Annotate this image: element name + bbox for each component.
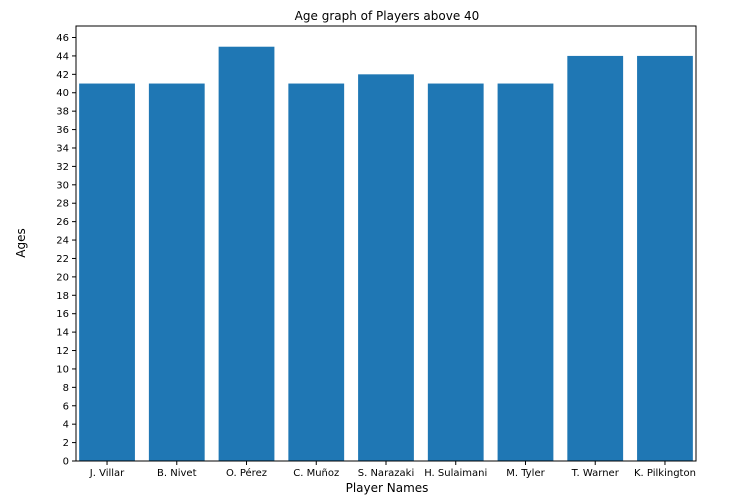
y-tick-label-17: 34: [56, 143, 69, 154]
y-tick-label-20: 40: [56, 88, 69, 99]
y-tick-label-15: 30: [56, 180, 69, 191]
y-tick-label-11: 22: [56, 254, 69, 265]
y-tick-label-2: 4: [63, 420, 69, 431]
x-tick-label-5: H. Sulaimani: [424, 468, 487, 479]
y-tick-label-0: 0: [63, 457, 69, 468]
x-tick-label-1: B. Nivet: [157, 468, 197, 479]
bar-6: [497, 83, 554, 461]
x-tick-label-2: O. Pérez: [226, 467, 267, 479]
y-tick-label-16: 32: [56, 162, 69, 173]
x-axis-label: Player Names: [346, 481, 429, 495]
bar-0: [79, 83, 135, 461]
y-tick-label-19: 38: [56, 107, 69, 118]
y-axis-label: Ages: [14, 228, 28, 257]
bar-5: [427, 83, 484, 461]
bar-8: [637, 55, 693, 462]
y-tick-label-23: 46: [56, 33, 69, 44]
bar-7: [567, 55, 624, 462]
y-tick-label-7: 14: [56, 328, 69, 339]
bar-4: [358, 74, 414, 461]
x-axis: J. Villar B. Nivet O. Pérez C. Muñoz S. Nara…: [89, 461, 696, 479]
bars-group: [79, 46, 693, 462]
x-tick-label-8: K. Pilkington: [634, 468, 696, 479]
x-tick-label-6: M. Tyler: [506, 468, 545, 479]
x-tick-label-4: S. Narazaki: [358, 468, 415, 479]
y-tick-label-13: 26: [56, 217, 69, 228]
y-tick-label-5: 10: [56, 364, 69, 375]
y-tick-label-22: 44: [56, 51, 69, 62]
y-tick-label-4: 8: [63, 383, 69, 394]
y-tick-label-9: 18: [56, 291, 69, 302]
x-tick-label-0: J. Villar: [89, 468, 125, 479]
bar-3: [288, 83, 345, 461]
chart-title: Age graph of Players above 40: [295, 9, 480, 23]
y-axis: 0246810121416182022242628303234363840424…: [56, 33, 76, 468]
y-tick-label-21: 42: [56, 70, 69, 81]
plot-frame: [75, 25, 697, 462]
bar-1: [148, 83, 205, 461]
y-tick-label-10: 20: [56, 272, 69, 283]
y-tick-label-1: 2: [63, 438, 69, 449]
y-tick-label-3: 6: [63, 401, 69, 412]
y-tick-label-14: 28: [56, 199, 69, 210]
bar-2: [218, 46, 275, 462]
y-tick-label-8: 16: [56, 309, 69, 320]
y-tick-label-6: 12: [56, 346, 69, 357]
y-tick-label-12: 24: [56, 236, 69, 247]
x-tick-label-7: T. Warner: [571, 468, 620, 479]
y-tick-label-18: 36: [56, 125, 69, 136]
x-tick-label-3: C. Muñoz: [293, 468, 339, 479]
